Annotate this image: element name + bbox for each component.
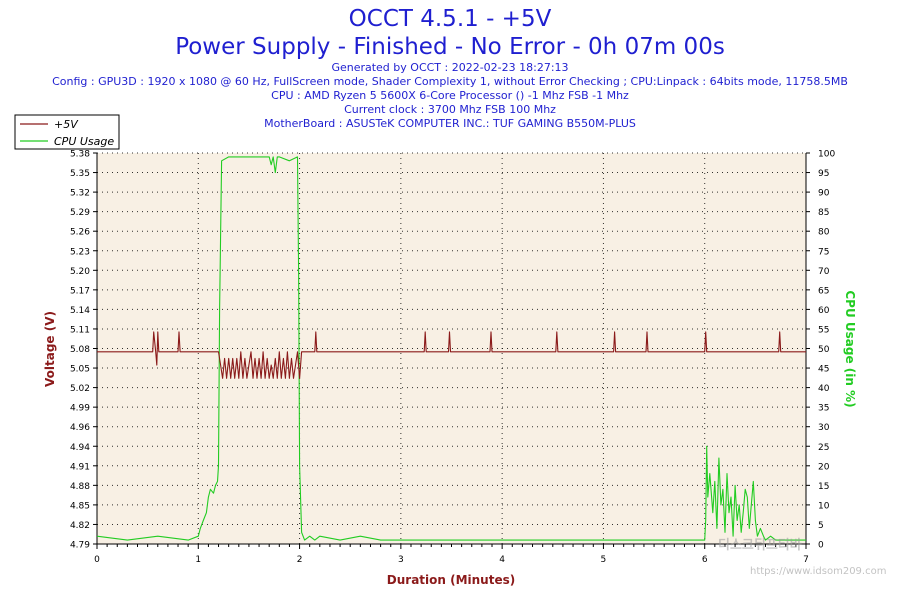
x-axis-label: Duration (Minutes)	[387, 573, 515, 587]
y-tick-label-right: 80	[818, 228, 830, 238]
y-tick-label-right: 25	[818, 443, 829, 453]
x-tick-label: 5	[601, 555, 607, 565]
series-cpu-line	[96, 156, 806, 541]
plot-area	[97, 153, 806, 544]
y-tick-label-right: 55	[818, 325, 829, 335]
y-tick-label-left: 5.20	[70, 267, 90, 277]
y-tick-label-right: 45	[818, 365, 829, 375]
series-voltage-line	[97, 331, 806, 379]
y-tick-label-left: 4.96	[70, 423, 90, 433]
y-tick-label-right: 15	[818, 482, 829, 492]
y-tick-label-right: 90	[818, 189, 830, 199]
y-tick-label-left: 5.14	[70, 306, 90, 316]
x-tick-label: 4	[499, 555, 505, 565]
x-tick-label: 6	[702, 555, 708, 565]
y-tick-label-right: 75	[818, 247, 829, 257]
legend: +5V CPU Usage	[14, 114, 120, 150]
y-tick-label-right: 85	[818, 208, 829, 218]
grid	[97, 152, 806, 545]
x-tick-label: 7	[803, 555, 809, 565]
config-info: Config : GPU3D : 1920 x 1080 @ 60 Hz, Fu…	[52, 75, 848, 88]
y-tick-label-left: 5.11	[70, 325, 90, 335]
y-tick-label-right: 65	[818, 286, 829, 296]
y-tick-label-right: 10	[818, 501, 830, 511]
x-tick-label: 2	[297, 555, 303, 565]
y-tick-label-right: 35	[818, 404, 829, 414]
y-tick-label-left: 4.99	[70, 404, 90, 414]
y-tick-label-right: 100	[818, 150, 835, 160]
y-tick-label-right: 40	[818, 384, 830, 394]
y-tick-label-right: 30	[818, 423, 830, 433]
y-tick-label-left: 4.94	[70, 443, 90, 453]
y-tick-label-right: 95	[818, 169, 829, 179]
y-tick-label-right: 5	[818, 521, 824, 531]
y-tick-label-left: 5.29	[70, 208, 90, 218]
legend-voltage-label: +5V	[54, 118, 79, 131]
x-tick-label: 1	[195, 555, 201, 565]
series-layer	[96, 156, 806, 541]
y-tick-label-left: 5.38	[70, 150, 90, 160]
generated-info: Generated by OCCT : 2022-02-23 18:27:13	[331, 61, 569, 74]
y-tick-label-right: 0	[818, 541, 824, 551]
motherboard-info: MotherBoard : ASUSTeK COMPUTER INC.: TUF…	[264, 117, 636, 130]
y-tick-label-left: 5.35	[70, 169, 90, 179]
y-tick-label-left: 4.79	[70, 541, 90, 551]
y-tick-label-left: 5.02	[70, 384, 90, 394]
y-tick-label-left: 5.32	[70, 189, 90, 199]
y-tick-label-right: 20	[818, 462, 830, 472]
legend-box	[14, 114, 120, 150]
y-tick-label-left: 5.08	[70, 345, 90, 355]
y-tick-label-left: 5.26	[70, 228, 90, 238]
chart-header: OCCT 4.5.1 - +5V Power Supply - Finished…	[0, 0, 900, 131]
x-tick-label: 3	[398, 555, 404, 565]
axes: 4.79 04.82 54.85 104.88 154.91 204.94 254.96 30…	[70, 150, 835, 566]
y-tick-label-left: 4.85	[70, 501, 90, 511]
y-tick-label-right: 50	[818, 345, 830, 355]
y-tick-label-left: 4.82	[70, 521, 90, 531]
y-tick-label-right: 60	[818, 306, 830, 316]
y-tick-label-left: 4.88	[70, 482, 90, 492]
legend-cpu-label: CPU Usage	[54, 135, 114, 148]
chart-title: OCCT 4.5.1 - +5V	[348, 6, 552, 32]
y-axis-label-right: CPU Usage (in %)	[843, 290, 857, 407]
x-tick-label: 0	[94, 555, 100, 565]
cpu-info: CPU : AMD Ryzen 5 5600X 6-Core Processor…	[271, 89, 629, 102]
chart-subtitle: Power Supply - Finished - No Error - 0h …	[175, 34, 725, 60]
y-tick-label-left: 5.05	[70, 365, 90, 375]
y-tick-label-left: 5.23	[70, 247, 90, 257]
y-axis-label-left: Voltage (V)	[43, 311, 57, 387]
clock-info: Current clock : 3700 Mhz FSB 100 Mhz	[344, 103, 556, 116]
y-tick-label-left: 5.17	[70, 286, 90, 296]
y-tick-label-left: 4.91	[70, 462, 90, 472]
y-tick-label-right: 70	[818, 267, 830, 277]
watermark-logo: 디스크뒤프티바	[718, 538, 802, 553]
watermark-url: https://www.idsom209.com	[750, 566, 887, 577]
